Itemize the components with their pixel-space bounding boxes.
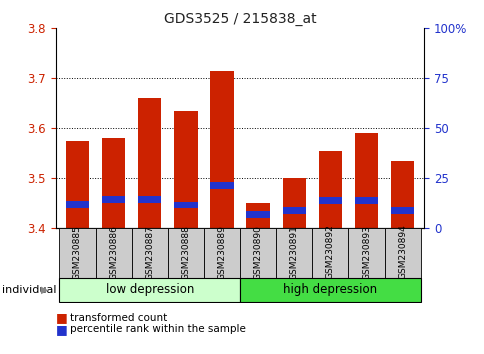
Bar (312, 228, 348, 278)
Bar (246, 211, 269, 218)
Text: low depression: low depression (106, 284, 194, 296)
Bar (390, 161, 414, 228)
Bar (276, 228, 312, 278)
Bar (138, 196, 161, 203)
Bar (210, 71, 233, 228)
Bar (354, 197, 378, 204)
Text: GDS3525 / 215838_at: GDS3525 / 215838_at (164, 12, 316, 27)
Bar (384, 228, 420, 278)
Text: GSM230888: GSM230888 (181, 225, 190, 280)
Bar (240, 228, 276, 278)
Text: GSM230889: GSM230889 (217, 225, 226, 280)
Text: ■: ■ (56, 311, 67, 324)
Text: transformed count: transformed count (70, 313, 167, 322)
Text: GSM230893: GSM230893 (362, 225, 370, 280)
Text: GSM230886: GSM230886 (109, 225, 118, 280)
Text: GSM230887: GSM230887 (145, 225, 154, 280)
Bar (390, 207, 414, 214)
Bar (174, 202, 197, 209)
Bar (131, 228, 167, 278)
Bar (246, 203, 269, 228)
Text: GSM230891: GSM230891 (289, 225, 298, 280)
Text: high depression: high depression (283, 284, 377, 296)
Bar (174, 111, 197, 228)
Text: GSM230894: GSM230894 (397, 225, 407, 280)
Bar (59, 278, 240, 302)
Bar (240, 278, 420, 302)
Text: individual: individual (2, 285, 57, 295)
Text: ■: ■ (56, 323, 67, 336)
Bar (318, 151, 341, 228)
Text: ▶: ▶ (41, 285, 48, 295)
Bar (318, 197, 341, 204)
Bar (354, 133, 378, 228)
Bar (65, 141, 89, 228)
Bar (102, 138, 125, 228)
Bar (167, 228, 203, 278)
Bar (203, 228, 240, 278)
Text: percentile rank within the sample: percentile rank within the sample (70, 324, 246, 334)
Text: GSM230890: GSM230890 (253, 225, 262, 280)
Bar (348, 228, 384, 278)
Bar (65, 201, 89, 209)
Text: GSM230892: GSM230892 (325, 225, 334, 280)
Bar (102, 196, 125, 203)
Bar (282, 178, 305, 228)
Bar (138, 98, 161, 228)
Text: GSM230885: GSM230885 (73, 225, 82, 280)
Bar (210, 182, 233, 189)
Bar (59, 228, 95, 278)
Bar (282, 207, 305, 214)
Bar (95, 228, 131, 278)
